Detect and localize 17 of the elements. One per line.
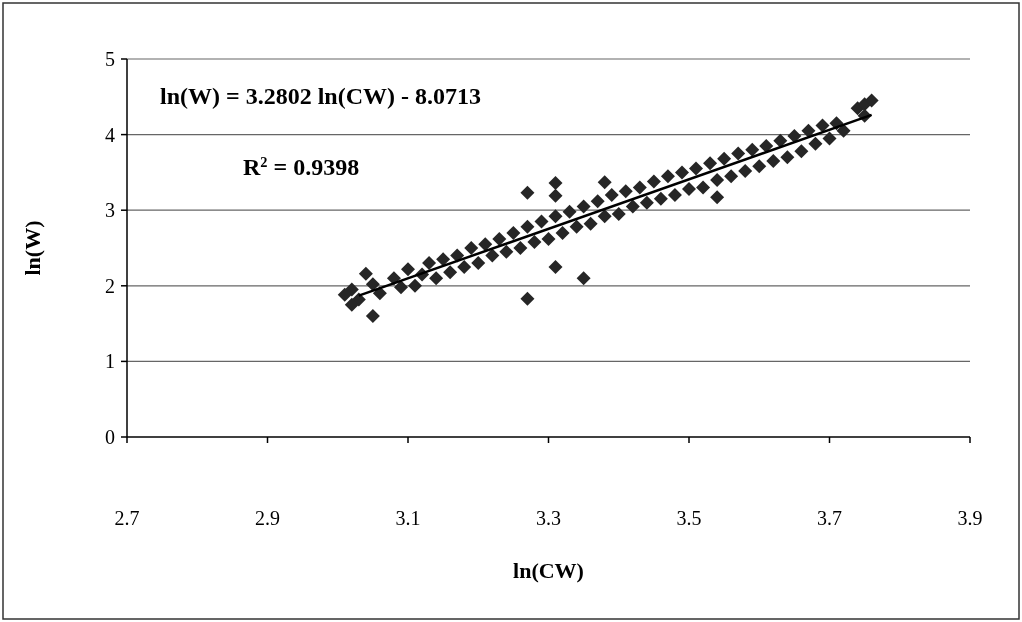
y-tick-label: 0 [105, 426, 115, 448]
annotation: ln(W) = 3.2802 ln(CW) - 8.0713 [160, 83, 481, 109]
x-tick-label: 3.1 [395, 507, 421, 529]
x-tick-label: 3.9 [957, 507, 983, 529]
y-tick-label: 3 [105, 199, 115, 222]
x-axis-title: ln(CW) [513, 558, 584, 583]
x-tick-label: 2.7 [114, 507, 140, 529]
y-tick-label: 1 [105, 350, 115, 373]
y-tick-label: 5 [105, 48, 115, 70]
y-axis-title: ln(W) [20, 220, 45, 276]
x-tick-label: 3.3 [536, 507, 561, 529]
x-tick-label: 3.5 [676, 507, 702, 529]
annotation: R$^{2}$ = 0.9398 [243, 154, 360, 180]
x-tick-label: 2.9 [255, 507, 280, 529]
y-tick-label: 4 [105, 123, 115, 146]
x-tick-label: 3.7 [817, 507, 842, 529]
y-tick-label: 2 [105, 274, 115, 297]
